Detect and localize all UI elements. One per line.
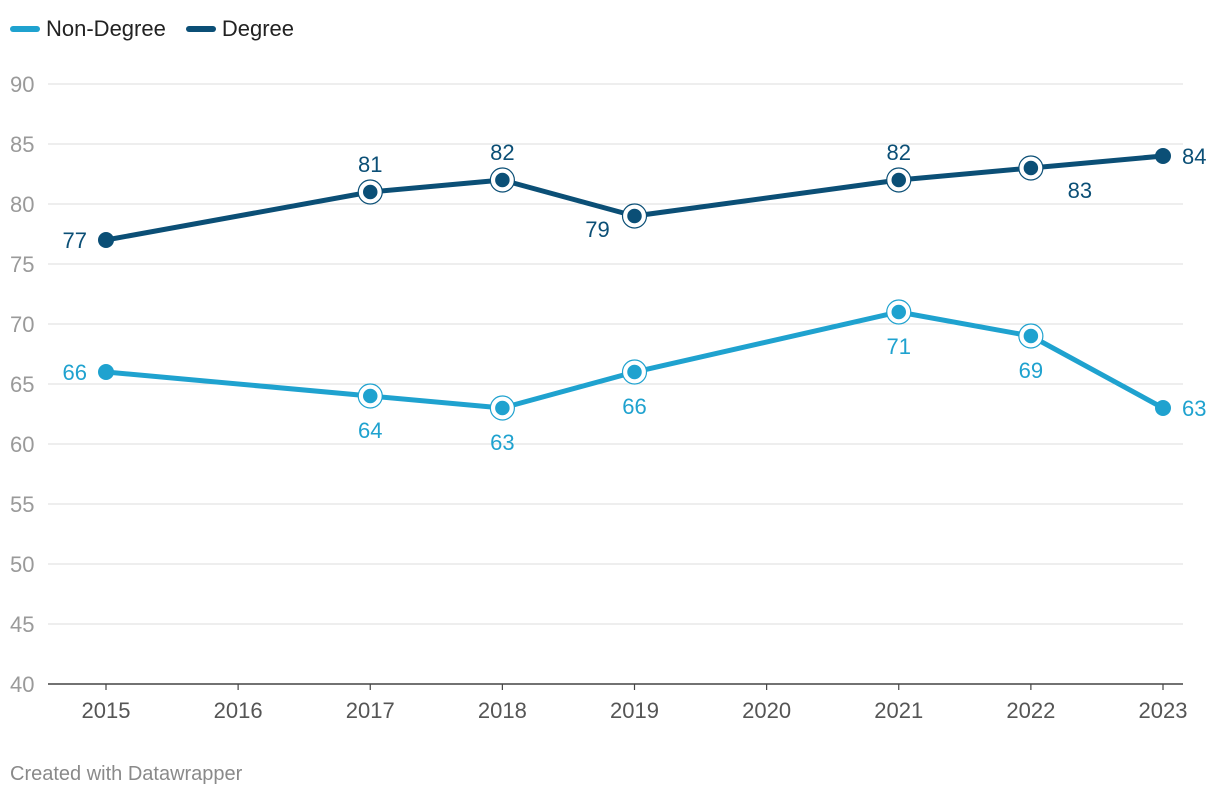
footer-credit: Created with Datawrapper [10,763,243,785]
data-point-degree [98,232,114,248]
data-point-degree [1022,159,1040,177]
x-tick-label: 2016 [214,698,263,723]
data-point-degree [493,171,512,189]
data-label-degree: 82 [887,140,911,165]
data-label-non-degree: 63 [490,430,514,455]
y-tick-label: 75 [10,252,34,277]
x-tick-label: 2017 [346,698,395,723]
legend-item-degree[interactable]: Degree [185,16,294,42]
y-tick-label: 45 [10,612,34,637]
x-tick-label: 2022 [1006,698,1055,723]
data-point-non-degree [1022,327,1040,345]
data-label-degree: 77 [63,228,87,253]
x-tick-label: 2015 [82,698,131,723]
data-label-non-degree: 71 [887,334,911,359]
x-tick-label: 2023 [1139,698,1188,723]
legend-item-non-degree[interactable]: Non-Degree [10,16,166,42]
x-tick-label: 2018 [478,698,527,723]
data-point-non-degree [493,399,512,417]
data-point-non-degree [1155,400,1171,416]
x-tick-label: 2021 [874,698,923,723]
y-tick-label: 70 [10,312,34,337]
data-label-non-degree: 64 [358,418,382,443]
data-label-degree: 83 [1068,178,1092,203]
data-label-degree: 82 [490,140,514,165]
data-point-degree [361,183,379,201]
legend-label-non-degree: Non-Degree [46,16,166,41]
y-tick-label: 85 [10,132,34,157]
x-tick-label: 2020 [742,698,791,723]
legend: Non-Degree Degree [10,16,294,42]
data-point-non-degree [890,303,908,321]
data-point-degree [890,171,908,189]
data-label-degree: 81 [358,152,382,177]
legend-label-degree: Degree [221,16,294,41]
data-label-degree: 84 [1182,144,1206,169]
legend-swatch-degree [185,26,216,32]
data-point-degree [625,207,644,225]
y-tick-label: 40 [10,672,34,697]
data-point-non-degree [98,364,114,380]
data-label-non-degree: 66 [63,360,87,385]
data-label-non-degree: 63 [1182,396,1206,421]
y-tick-label: 55 [10,492,34,517]
data-point-non-degree [361,387,379,405]
y-tick-label: 60 [10,432,34,457]
x-tick-label: 2019 [610,698,659,723]
data-point-degree [1155,148,1171,164]
data-label-degree: 79 [585,217,609,242]
y-tick-label: 65 [10,372,34,397]
y-tick-label: 80 [10,192,34,217]
y-tick-label: 50 [10,552,34,577]
data-label-non-degree: 66 [622,394,646,419]
data-label-non-degree: 69 [1019,358,1043,383]
data-point-non-degree [625,363,644,381]
legend-swatch-non-degree [10,26,40,32]
y-tick-label: 90 [10,72,34,97]
